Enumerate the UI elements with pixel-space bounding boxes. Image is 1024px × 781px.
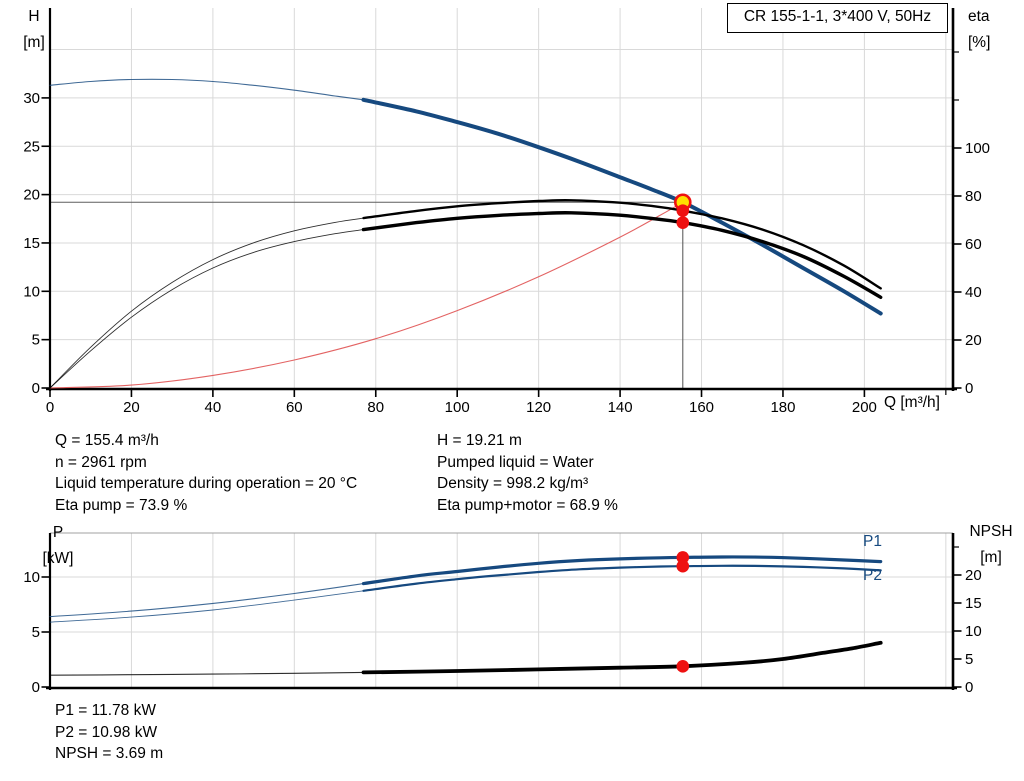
tick-label: 20 <box>965 567 982 584</box>
eta-axis-symbol: eta <box>968 8 990 25</box>
chart-hq: 0 5 10 15 20 25 30 0 20 40 60 80 100 0 20 40 60 80 100 120 1… <box>23 8 990 416</box>
tick-label: 120 <box>526 399 551 416</box>
tick-label: 160 <box>689 399 714 416</box>
curve-NPSH <box>361 640 883 675</box>
curve-eta-pump-motor <box>49 229 364 389</box>
info-q: Q = 155.4 m³/h <box>55 432 159 449</box>
tick-label: 0 <box>46 399 54 416</box>
p-axis-unit: [kW] <box>42 550 74 567</box>
tick-label: 100 <box>445 399 470 416</box>
power-info: P1 = 11.78 kW P2 = 10.98 kW NPSH = 3.69 … <box>55 700 163 765</box>
curve-P2 <box>49 590 364 623</box>
curve-H <box>49 78 365 101</box>
tick-label: 200 <box>852 399 877 416</box>
operating-dot-marker <box>676 216 690 229</box>
chart-power-npsh: 0 5 10 0 5 10 15 20 <box>23 532 982 696</box>
operating-dot-marker <box>676 551 690 564</box>
info-eta-pump-motor: Eta pump+motor = 68.9 % <box>437 496 618 514</box>
info-p1: P1 = 11.78 kW <box>55 702 156 719</box>
info-speed: n = 2961 rpm <box>55 453 147 471</box>
p1-curve-label: P1 <box>863 533 882 550</box>
tick-label: 10 <box>23 283 40 300</box>
p-axis-label: P [kW] <box>28 520 88 572</box>
tick-label: 5 <box>32 332 40 349</box>
tick-layer: 0 5 10 15 20 25 30 0 20 40 60 80 100 0 20 40 60 80 100 120 1… <box>23 51 990 416</box>
curve-P1 <box>49 583 365 618</box>
axes <box>46 8 957 391</box>
tick-layer: 0 5 10 0 5 10 15 20 <box>23 546 982 696</box>
axes <box>46 533 957 690</box>
tick-label: 0 <box>32 380 40 397</box>
curve-H <box>361 97 883 316</box>
tick-label: 15 <box>23 235 40 252</box>
tick-label: 5 <box>32 624 40 641</box>
h-axis-symbol: H <box>28 8 40 25</box>
duty-info-left: Q = 155.4 m³/h n = 2961 rpm Liquid tempe… <box>55 430 357 516</box>
h-axis-label: H [m] <box>12 4 56 56</box>
tick-label: 15 <box>965 595 982 612</box>
tick-label: 100 <box>965 140 990 157</box>
info-eta-pump: Eta pump = 73.9 % <box>55 496 188 514</box>
curve-eta-pump-motor <box>361 211 883 299</box>
tick-label: 10 <box>965 623 982 640</box>
tick-label: 40 <box>205 399 222 416</box>
q-axis-label: Q [m³/h] <box>884 394 940 411</box>
duty-info-right: H = 19.21 m Pumped liquid = Water Densit… <box>437 430 618 516</box>
info-p2: P2 = 10.98 kW <box>55 723 158 741</box>
info-npsh: NPSH = 3.69 m <box>55 745 164 762</box>
info-density: Density = 998.2 kg/m³ <box>437 475 589 492</box>
tick-label: 40 <box>965 284 982 301</box>
curve-NPSH <box>49 671 365 676</box>
tick-label: 60 <box>286 399 303 416</box>
tick-label: 180 <box>770 399 795 416</box>
gridlines <box>50 8 953 388</box>
gridlines <box>50 532 953 687</box>
npsh-axis-label: NPSH [m] <box>962 519 1020 571</box>
info-liquid-temperature: Liquid temperature during operation = 20… <box>55 475 358 492</box>
tick-label: 0 <box>965 380 973 397</box>
tick-label: 140 <box>608 399 633 416</box>
p2-curve-label: P2 <box>863 567 882 584</box>
tick-label: 80 <box>965 188 982 205</box>
tick-label: 0 <box>32 679 40 696</box>
chart-title-box: CR 155-1-1, 3*400 V, 50Hz <box>727 3 948 33</box>
curve-eta-pump <box>49 217 364 389</box>
tick-label: 60 <box>965 236 982 253</box>
tick-label: 20 <box>123 399 140 416</box>
curve-P1 <box>361 555 883 586</box>
tick-label: 20 <box>23 187 40 204</box>
npsh-axis-symbol: NPSH <box>969 523 1013 540</box>
tick-label: 80 <box>367 399 384 416</box>
p-axis-symbol: P <box>52 524 64 541</box>
operating-dot-marker <box>676 559 690 573</box>
operating-dot-marker <box>676 660 690 673</box>
curve-eta-pump <box>362 199 882 290</box>
curve-system-curve <box>49 201 684 389</box>
tick-label: 30 <box>23 90 40 107</box>
npsh-axis-unit: [m] <box>980 549 1002 566</box>
eta-axis-unit: [%] <box>968 34 991 51</box>
tick-label: 25 <box>23 138 40 155</box>
operating-dot-marker <box>676 204 690 217</box>
tick-label: 0 <box>965 679 973 696</box>
info-pumped-liquid: Pumped liquid = Water <box>437 453 594 471</box>
curve-P2 <box>362 564 882 592</box>
eta-axis-label: eta [%] <box>968 4 1018 56</box>
tick-label: 5 <box>965 651 973 668</box>
tick-label: 10 <box>23 569 40 586</box>
h-axis-unit: [m] <box>23 34 45 51</box>
info-head: H = 19.21 m <box>437 432 522 449</box>
tick-label: 20 <box>965 332 982 349</box>
